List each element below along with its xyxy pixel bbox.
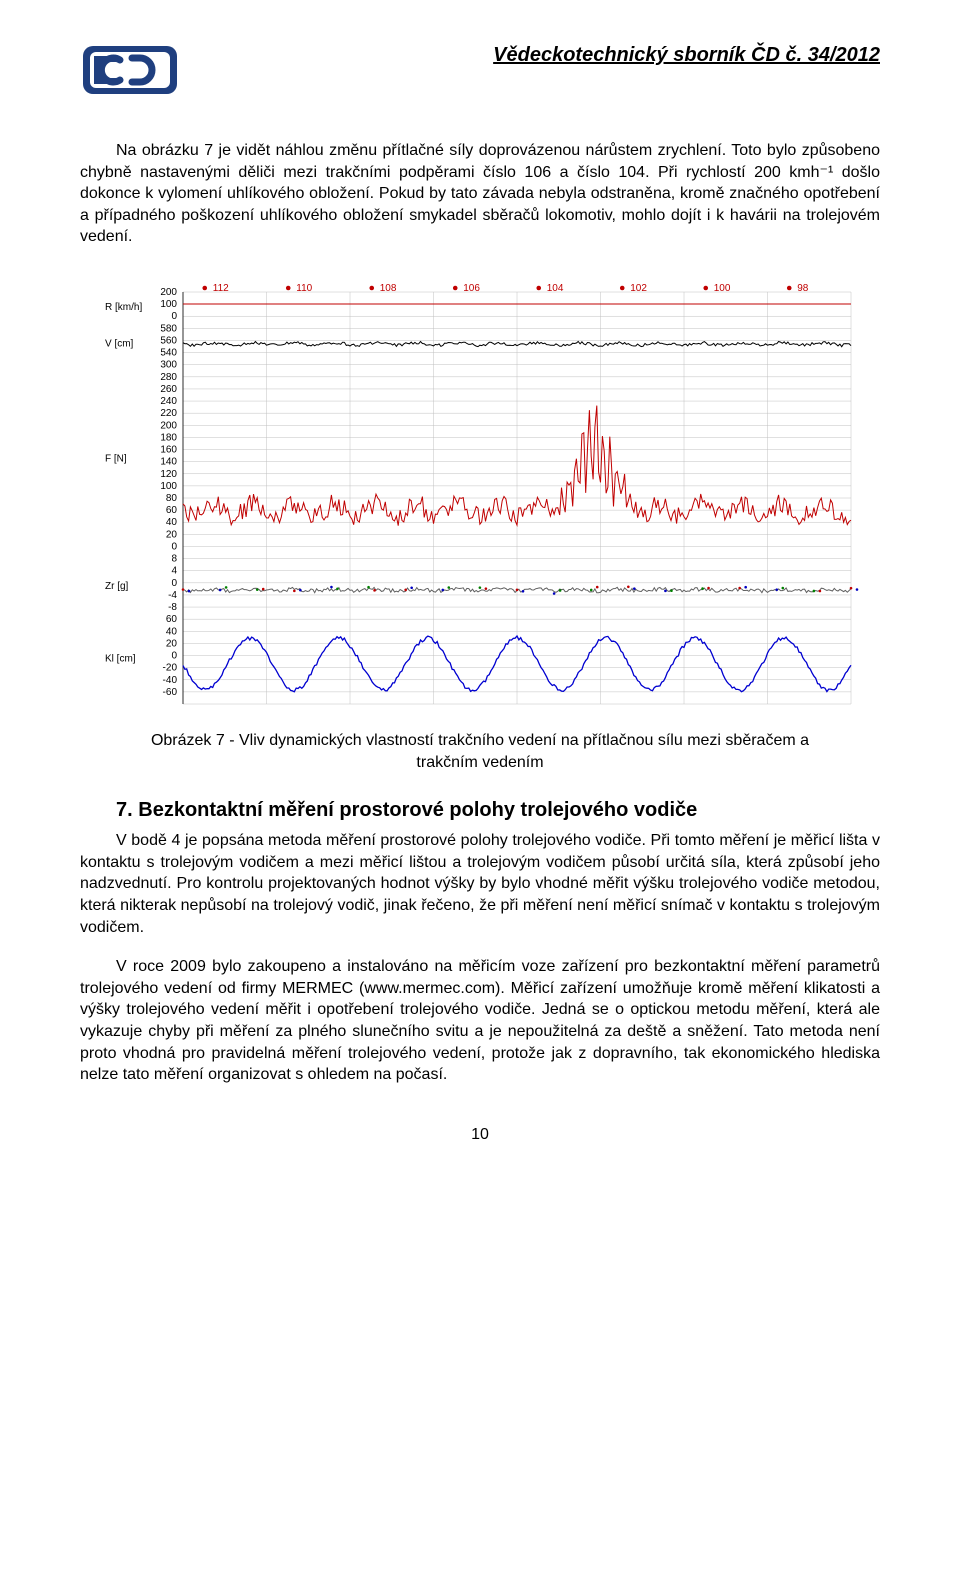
svg-text:180: 180 — [160, 432, 177, 443]
svg-text:R [km/h]: R [km/h] — [105, 302, 142, 313]
svg-text:-40: -40 — [163, 675, 178, 686]
cd-logo — [80, 40, 180, 100]
svg-text:0: 0 — [171, 650, 177, 661]
paragraph-1: Na obrázku 7 je vidět náhlou změnu přítl… — [80, 140, 880, 248]
svg-text:580: 580 — [160, 323, 177, 334]
svg-text:102: 102 — [630, 283, 647, 294]
svg-text:280: 280 — [160, 372, 177, 383]
svg-text:260: 260 — [160, 384, 177, 395]
svg-text:80: 80 — [166, 493, 178, 504]
svg-text:200: 200 — [160, 420, 177, 431]
svg-text:8: 8 — [171, 554, 177, 565]
svg-text:60: 60 — [166, 614, 178, 625]
svg-text:60: 60 — [166, 505, 178, 516]
section-number: 7. — [116, 799, 133, 821]
svg-text:100: 100 — [714, 283, 731, 294]
journal-title: Vědeckotechnický sborník ČD č. 34/2012 — [180, 40, 880, 67]
chart-svg: 11211010810610410210098R [km/h]2001000V … — [95, 278, 865, 718]
figure-7-caption: Obrázek 7 - Vliv dynamických vlastností … — [140, 730, 820, 773]
svg-text:106: 106 — [463, 283, 480, 294]
svg-text:0: 0 — [171, 541, 177, 552]
svg-text:V [cm]: V [cm] — [105, 338, 134, 349]
section-heading: 7. Bezkontaktní měření prostorové polohy… — [116, 799, 880, 822]
svg-text:140: 140 — [160, 457, 177, 468]
svg-text:240: 240 — [160, 396, 177, 407]
svg-text:0: 0 — [171, 311, 177, 322]
svg-text:-20: -20 — [163, 663, 178, 674]
svg-text:-4: -4 — [168, 590, 177, 601]
svg-text:Zr [g]: Zr [g] — [105, 581, 129, 592]
svg-text:100: 100 — [160, 481, 177, 492]
svg-text:120: 120 — [160, 469, 177, 480]
page: Vědeckotechnický sborník ČD č. 34/2012 N… — [0, 0, 960, 1184]
svg-text:20: 20 — [166, 529, 178, 540]
svg-text:560: 560 — [160, 335, 177, 346]
svg-text:-8: -8 — [168, 602, 177, 613]
svg-text:100: 100 — [160, 299, 177, 310]
svg-text:300: 300 — [160, 360, 177, 371]
svg-text:F [N]: F [N] — [105, 454, 127, 465]
section-title: Bezkontaktní měření prostorové polohy tr… — [138, 799, 697, 821]
svg-text:220: 220 — [160, 408, 177, 419]
svg-text:0: 0 — [171, 578, 177, 589]
svg-text:108: 108 — [380, 283, 397, 294]
svg-text:98: 98 — [797, 283, 809, 294]
paragraph-2: V bodě 4 je popsána metoda měření prosto… — [80, 830, 880, 938]
svg-text:20: 20 — [166, 638, 178, 649]
svg-text:104: 104 — [547, 283, 564, 294]
svg-text:4: 4 — [171, 566, 177, 577]
svg-text:200: 200 — [160, 287, 177, 298]
page-number: 10 — [80, 1126, 880, 1144]
svg-text:Kl [cm]: Kl [cm] — [105, 654, 136, 665]
svg-text:540: 540 — [160, 348, 177, 359]
svg-text:40: 40 — [166, 517, 178, 528]
svg-text:40: 40 — [166, 626, 178, 637]
svg-text:112: 112 — [213, 283, 229, 294]
page-header: Vědeckotechnický sborník ČD č. 34/2012 — [80, 40, 880, 100]
paragraph-3: V roce 2009 bylo zakoupeno a instalováno… — [80, 956, 880, 1086]
svg-text:110: 110 — [296, 283, 312, 294]
svg-text:-60: -60 — [163, 687, 178, 698]
figure-7-chart: 11211010810610410210098R [km/h]2001000V … — [95, 278, 865, 718]
svg-text:160: 160 — [160, 444, 177, 455]
